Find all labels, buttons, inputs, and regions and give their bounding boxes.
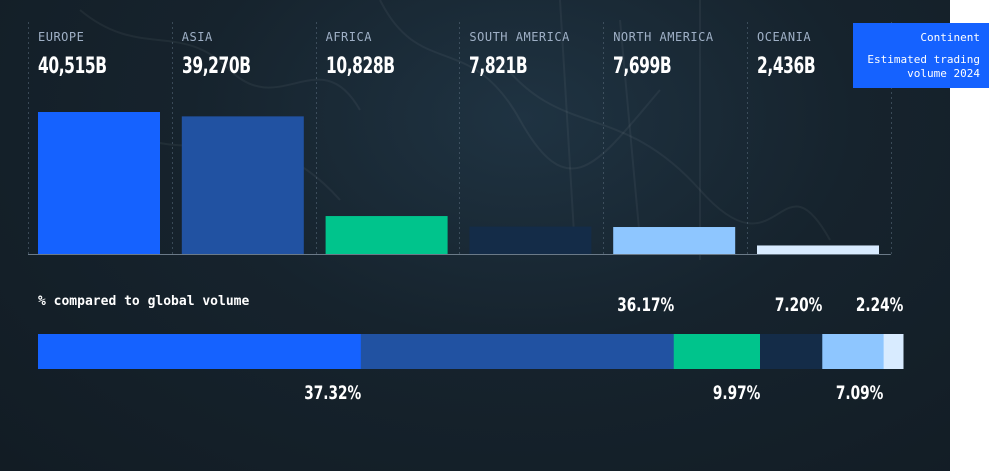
column-value-label: 7,821B	[469, 54, 528, 79]
percentage-label: 9.97%	[712, 382, 761, 404]
column-bar-oceania	[757, 245, 879, 254]
background-line	[379, 0, 661, 170]
background-line	[499, 59, 831, 241]
column-bar-asia	[181, 116, 304, 254]
column-category-label: EUROPE	[38, 30, 85, 44]
column-value-label: 10,828B	[325, 54, 395, 79]
column-value-label: 7,699B	[613, 54, 672, 79]
stacked-bar-caption: % compared to global volume	[38, 294, 250, 309]
percentage-label: 36.17%	[616, 294, 674, 316]
legend-subtitle: Estimated trading volume 2024	[867, 53, 980, 80]
column-category-label: ASIA	[181, 30, 213, 44]
column-value-label: 39,270B	[181, 54, 251, 79]
column-value-label: 40,515B	[38, 54, 107, 79]
chart-panel: EUROPE 40,515B ASIA 39,270B AFRICA 10,828B SOU…	[0, 0, 950, 471]
stack-segment-asia	[360, 334, 675, 369]
column-value-label: 2,436B	[757, 54, 816, 79]
column-bar-north-america	[613, 227, 736, 254]
column-category-label: NORTH AMERICA	[613, 30, 714, 44]
column-bar-africa	[325, 216, 448, 254]
column-category-label: AFRICA	[325, 30, 372, 44]
percentage-label: 2.24%	[855, 294, 903, 316]
percentage-label: 7.20%	[774, 294, 823, 316]
percentage-label: 37.32%	[303, 382, 361, 404]
background-line	[619, 19, 641, 241]
stack-segment-north-america	[822, 334, 885, 369]
background-line	[79, 9, 361, 111]
stack-segment-oceania	[883, 334, 904, 369]
legend-box: Continent Estimated trading volume 2024	[853, 23, 989, 88]
column-dividers	[28, 22, 892, 254]
background-line	[559, 0, 576, 251]
stack-segment-europe	[38, 334, 362, 369]
column-bar-europe	[38, 112, 160, 254]
chart-canvas	[28, 0, 904, 369]
legend-title: Continent	[920, 31, 980, 44]
stack-segment-south-america	[760, 334, 823, 369]
stacked-bar	[38, 334, 904, 369]
column-category-label: OCEANIA	[757, 30, 812, 44]
column-bar-south-america	[469, 226, 592, 254]
column-bars	[38, 112, 879, 254]
column-category-label: SOUTH AMERICA	[469, 30, 570, 44]
stack-segment-africa	[673, 334, 761, 369]
percentage-label: 7.09%	[836, 382, 884, 404]
